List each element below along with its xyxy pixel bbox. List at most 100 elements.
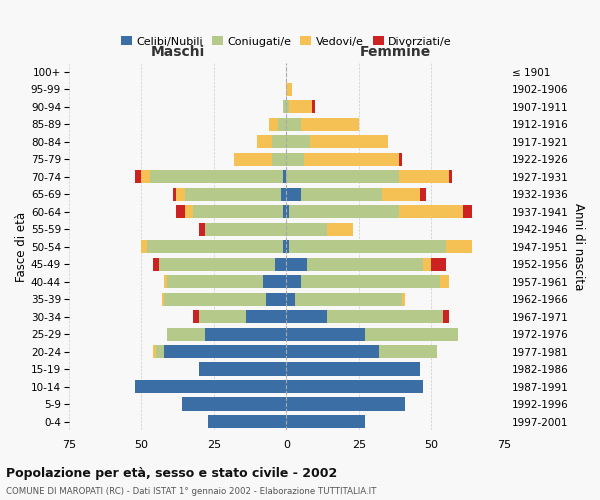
Bar: [403, 292, 405, 306]
Bar: [205, 328, 286, 340]
Bar: [164, 345, 286, 358]
Text: COMUNE DI MAROPATI (RC) - Dati ISTAT 1° gennaio 2002 - Elaborazione TUTTITALIA.I: COMUNE DI MAROPATI (RC) - Dati ISTAT 1° …: [6, 487, 376, 496]
Bar: [379, 345, 437, 358]
Text: Popolazione per età, sesso e stato civile - 2002: Popolazione per età, sesso e stato civil…: [6, 468, 337, 480]
Bar: [307, 258, 422, 270]
Bar: [269, 118, 278, 130]
Bar: [286, 258, 307, 270]
Bar: [150, 170, 283, 183]
Bar: [286, 240, 289, 253]
Bar: [185, 188, 281, 200]
Bar: [263, 275, 286, 288]
Bar: [443, 310, 449, 323]
Bar: [161, 292, 164, 306]
Bar: [205, 222, 286, 235]
Bar: [289, 205, 400, 218]
Bar: [301, 118, 359, 130]
Bar: [327, 310, 443, 323]
Bar: [286, 398, 405, 410]
Bar: [420, 188, 425, 200]
Bar: [153, 345, 156, 358]
Bar: [182, 398, 286, 410]
Bar: [301, 188, 382, 200]
Bar: [193, 205, 283, 218]
Bar: [199, 362, 286, 376]
Bar: [286, 222, 327, 235]
Bar: [136, 380, 286, 393]
Bar: [295, 292, 403, 306]
Bar: [400, 205, 463, 218]
Bar: [176, 188, 185, 200]
Bar: [286, 152, 304, 166]
Bar: [266, 292, 286, 306]
Bar: [286, 170, 400, 183]
Bar: [446, 240, 472, 253]
Bar: [382, 188, 420, 200]
Bar: [199, 222, 205, 235]
Bar: [286, 205, 289, 218]
Bar: [176, 205, 185, 218]
Bar: [173, 188, 176, 200]
Bar: [283, 170, 286, 183]
Bar: [286, 292, 295, 306]
Bar: [208, 415, 286, 428]
Bar: [283, 100, 286, 113]
Bar: [286, 118, 301, 130]
Bar: [463, 205, 472, 218]
Bar: [286, 100, 289, 113]
Bar: [449, 170, 452, 183]
Bar: [313, 100, 316, 113]
Bar: [286, 328, 365, 340]
Bar: [275, 258, 286, 270]
Bar: [136, 170, 141, 183]
Bar: [310, 135, 388, 148]
Bar: [153, 258, 158, 270]
Bar: [257, 135, 272, 148]
Bar: [400, 170, 449, 183]
Bar: [164, 275, 167, 288]
Bar: [400, 152, 403, 166]
Text: Femmine: Femmine: [359, 46, 431, 60]
Text: Maschi: Maschi: [151, 46, 205, 60]
Bar: [234, 152, 272, 166]
Bar: [272, 135, 286, 148]
Bar: [422, 258, 431, 270]
Bar: [286, 188, 301, 200]
Bar: [272, 152, 286, 166]
Bar: [278, 118, 286, 130]
Bar: [286, 362, 420, 376]
Bar: [286, 310, 327, 323]
Bar: [158, 258, 275, 270]
Bar: [286, 135, 310, 148]
Bar: [141, 170, 150, 183]
Bar: [286, 345, 379, 358]
Bar: [286, 275, 301, 288]
Bar: [281, 188, 286, 200]
Bar: [365, 328, 458, 340]
Bar: [167, 328, 205, 340]
Bar: [289, 100, 313, 113]
Bar: [199, 310, 245, 323]
Bar: [164, 292, 266, 306]
Legend: Celibi/Nubili, Coniugati/e, Vedovi/e, Divorziati/e: Celibi/Nubili, Coniugati/e, Vedovi/e, Di…: [116, 32, 456, 51]
Bar: [431, 258, 446, 270]
Bar: [147, 240, 283, 253]
Bar: [289, 240, 446, 253]
Bar: [286, 82, 292, 96]
Bar: [156, 345, 164, 358]
Bar: [440, 275, 449, 288]
Bar: [141, 240, 147, 253]
Bar: [304, 152, 400, 166]
Bar: [327, 222, 353, 235]
Y-axis label: Fasce di età: Fasce di età: [15, 212, 28, 282]
Bar: [185, 205, 193, 218]
Bar: [193, 310, 199, 323]
Y-axis label: Anni di nascita: Anni di nascita: [572, 203, 585, 290]
Bar: [286, 415, 365, 428]
Bar: [245, 310, 286, 323]
Bar: [167, 275, 263, 288]
Bar: [283, 205, 286, 218]
Bar: [301, 275, 440, 288]
Bar: [283, 240, 286, 253]
Bar: [286, 380, 422, 393]
